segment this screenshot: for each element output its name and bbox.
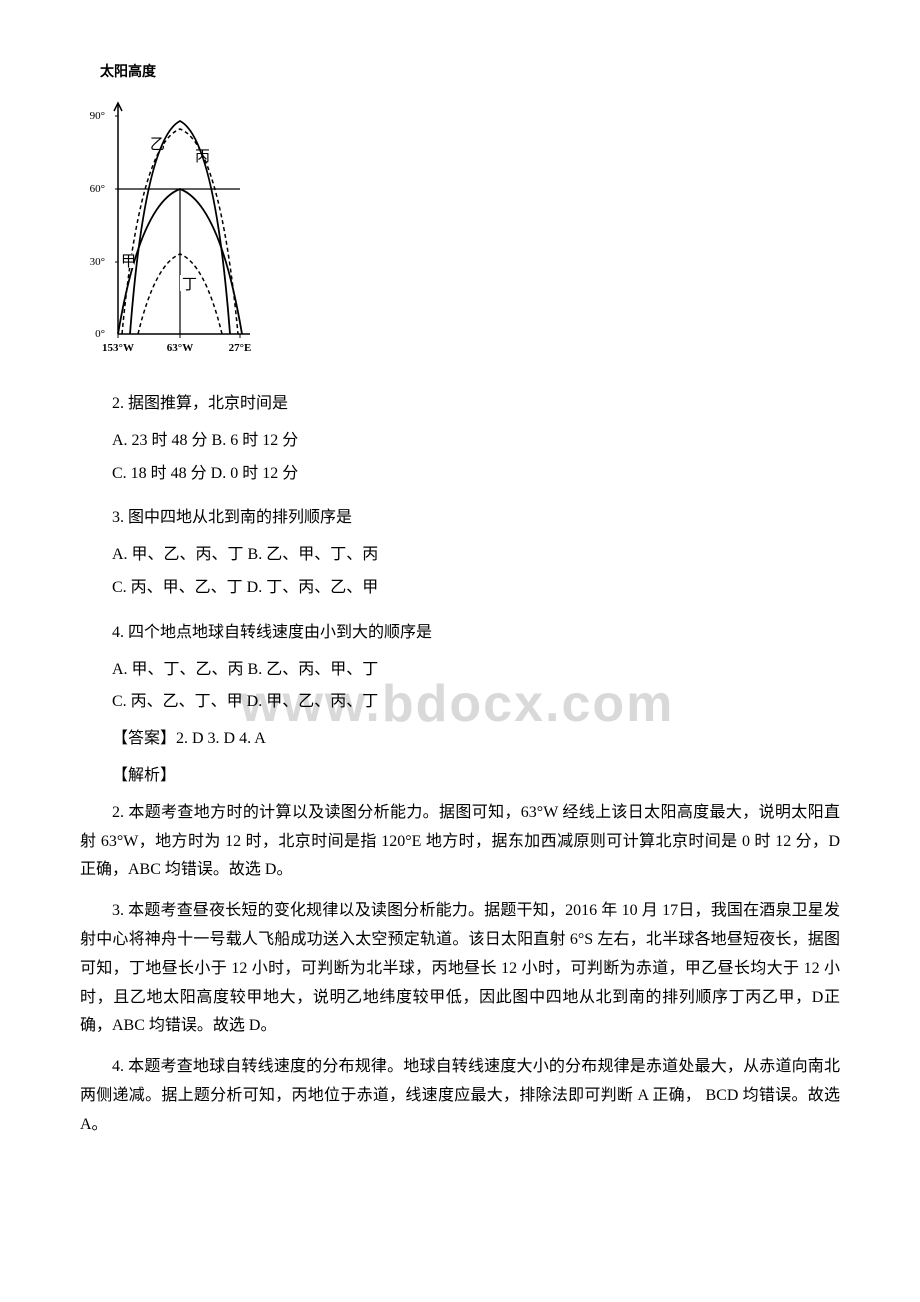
label-jia: 甲: [121, 254, 136, 270]
label-bing: 丙: [195, 149, 210, 165]
answer-line: 【答案】2. D 3. D 4. A: [80, 725, 840, 754]
q4-options-ab: A. 甲、丁、乙、丙 B. 乙、丙、甲、丁: [80, 656, 840, 685]
ytick-90: 90°: [90, 110, 105, 122]
xtick-63w: 63°W: [167, 342, 193, 354]
explain-title: 【解析】: [80, 762, 840, 791]
q3-options-cd: C. 丙、甲、乙、丁 D. 丁、丙、乙、甲: [80, 574, 840, 603]
solar-altitude-chart: 太阳高度 90° 60° 30° 0° 153°W 63°W 27°E: [80, 60, 840, 370]
label-ding: 丁: [182, 277, 197, 293]
q3-stem: 3. 图中四地从北到南的排列顺序是: [80, 504, 840, 533]
q2-options-cd: C. 18 时 48 分 D. 0 时 12 分: [80, 460, 840, 489]
ytick-60: 60°: [90, 183, 105, 195]
chart-svg: 90° 60° 30° 0° 153°W 63°W 27°E 乙 丙: [80, 89, 260, 359]
xtick-27e: 27°E: [229, 342, 252, 354]
label-yi: 乙: [150, 137, 165, 153]
ytick-30: 30°: [90, 256, 105, 268]
q4-stem: 4. 四个地点地球自转线速度由小到大的顺序是: [80, 619, 840, 648]
q3-options-ab: A. 甲、乙、丙、丁 B. 乙、甲、丁、丙: [80, 541, 840, 570]
q2-stem: 2. 据图推算，北京时间是: [80, 390, 840, 419]
q2-options-ab: A. 23 时 48 分 B. 6 时 12 分: [80, 427, 840, 456]
ytick-0: 0°: [95, 328, 105, 340]
explain-3: 3. 本题考查昼夜长短的变化规律以及读图分析能力。据题干知，2016 年 10 …: [80, 897, 840, 1041]
explain-4: 4. 本题考查地球自转线速度的分布规律。地球自转线速度大小的分布规律是赤道处最大…: [80, 1053, 840, 1139]
q4-options-cd: C. 丙、乙、丁、甲 D. 甲、乙、丙、丁: [80, 688, 840, 717]
document-content: 太阳高度 90° 60° 30° 0° 153°W 63°W 27°E: [80, 60, 840, 1140]
xtick-153w: 153°W: [102, 342, 134, 354]
chart-title: 太阳高度: [100, 60, 840, 85]
explain-2: 2. 本题考查地方时的计算以及读图分析能力。据图可知，63°W 经线上该日太阳高…: [80, 799, 840, 885]
